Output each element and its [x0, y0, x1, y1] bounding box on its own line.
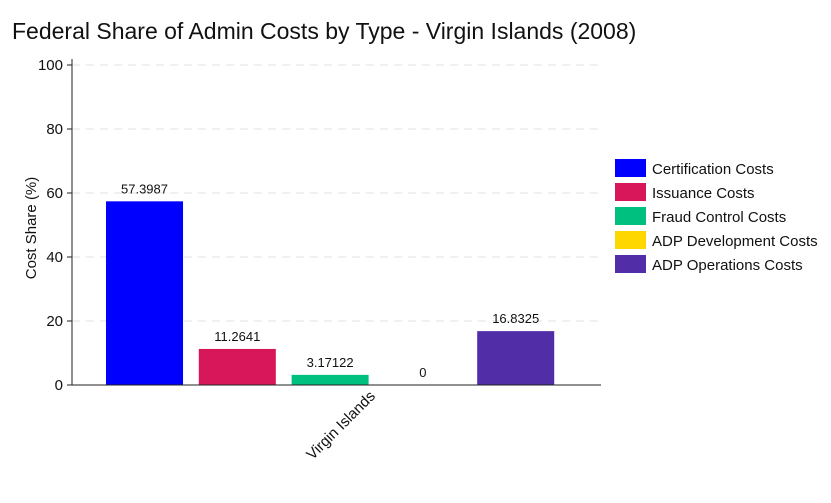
legend-label: ADP Operations Costs: [652, 257, 803, 274]
data-label: 57.3987: [121, 181, 168, 196]
chart-title: Federal Share of Admin Costs by Type - V…: [12, 18, 637, 44]
data-label: 16.8325: [492, 311, 539, 326]
legend-swatch: [615, 231, 646, 249]
y-tick-label: 60: [46, 185, 63, 202]
y-tick-label: 0: [55, 377, 63, 394]
bar-1: [106, 201, 184, 385]
legend-swatch: [615, 255, 646, 273]
legend-label: Certification Costs: [652, 161, 774, 178]
label-layer: 57.3987 11.2641 3.17122 0 16.8325: [121, 181, 539, 380]
bar-layer: [106, 201, 555, 385]
data-label: 11.2641: [214, 329, 260, 344]
data-label: 0: [419, 365, 426, 380]
legend-swatch: [615, 207, 646, 225]
y-tick-label: 20: [46, 313, 63, 330]
bar-3: [291, 374, 369, 385]
legend-swatch: [615, 159, 646, 177]
legend-swatch: [615, 183, 646, 201]
legend-label: ADP Development Costs: [652, 233, 818, 250]
bar-5: [477, 331, 555, 385]
legend: Certification Costs Issuance Costs Fraud C…: [615, 159, 818, 274]
y-tick-label: 80: [46, 121, 63, 138]
y-tick-label: 40: [46, 249, 63, 266]
bar-2: [198, 348, 276, 385]
legend-label: Issuance Costs: [652, 185, 755, 202]
data-label: 3.17122: [307, 355, 354, 370]
y-axis-label: Cost Share (%): [23, 177, 40, 280]
x-tick-label: Virgin Islands: [303, 388, 379, 464]
legend-label: Fraud Control Costs: [652, 209, 786, 226]
y-tick-label: 100: [38, 57, 63, 74]
